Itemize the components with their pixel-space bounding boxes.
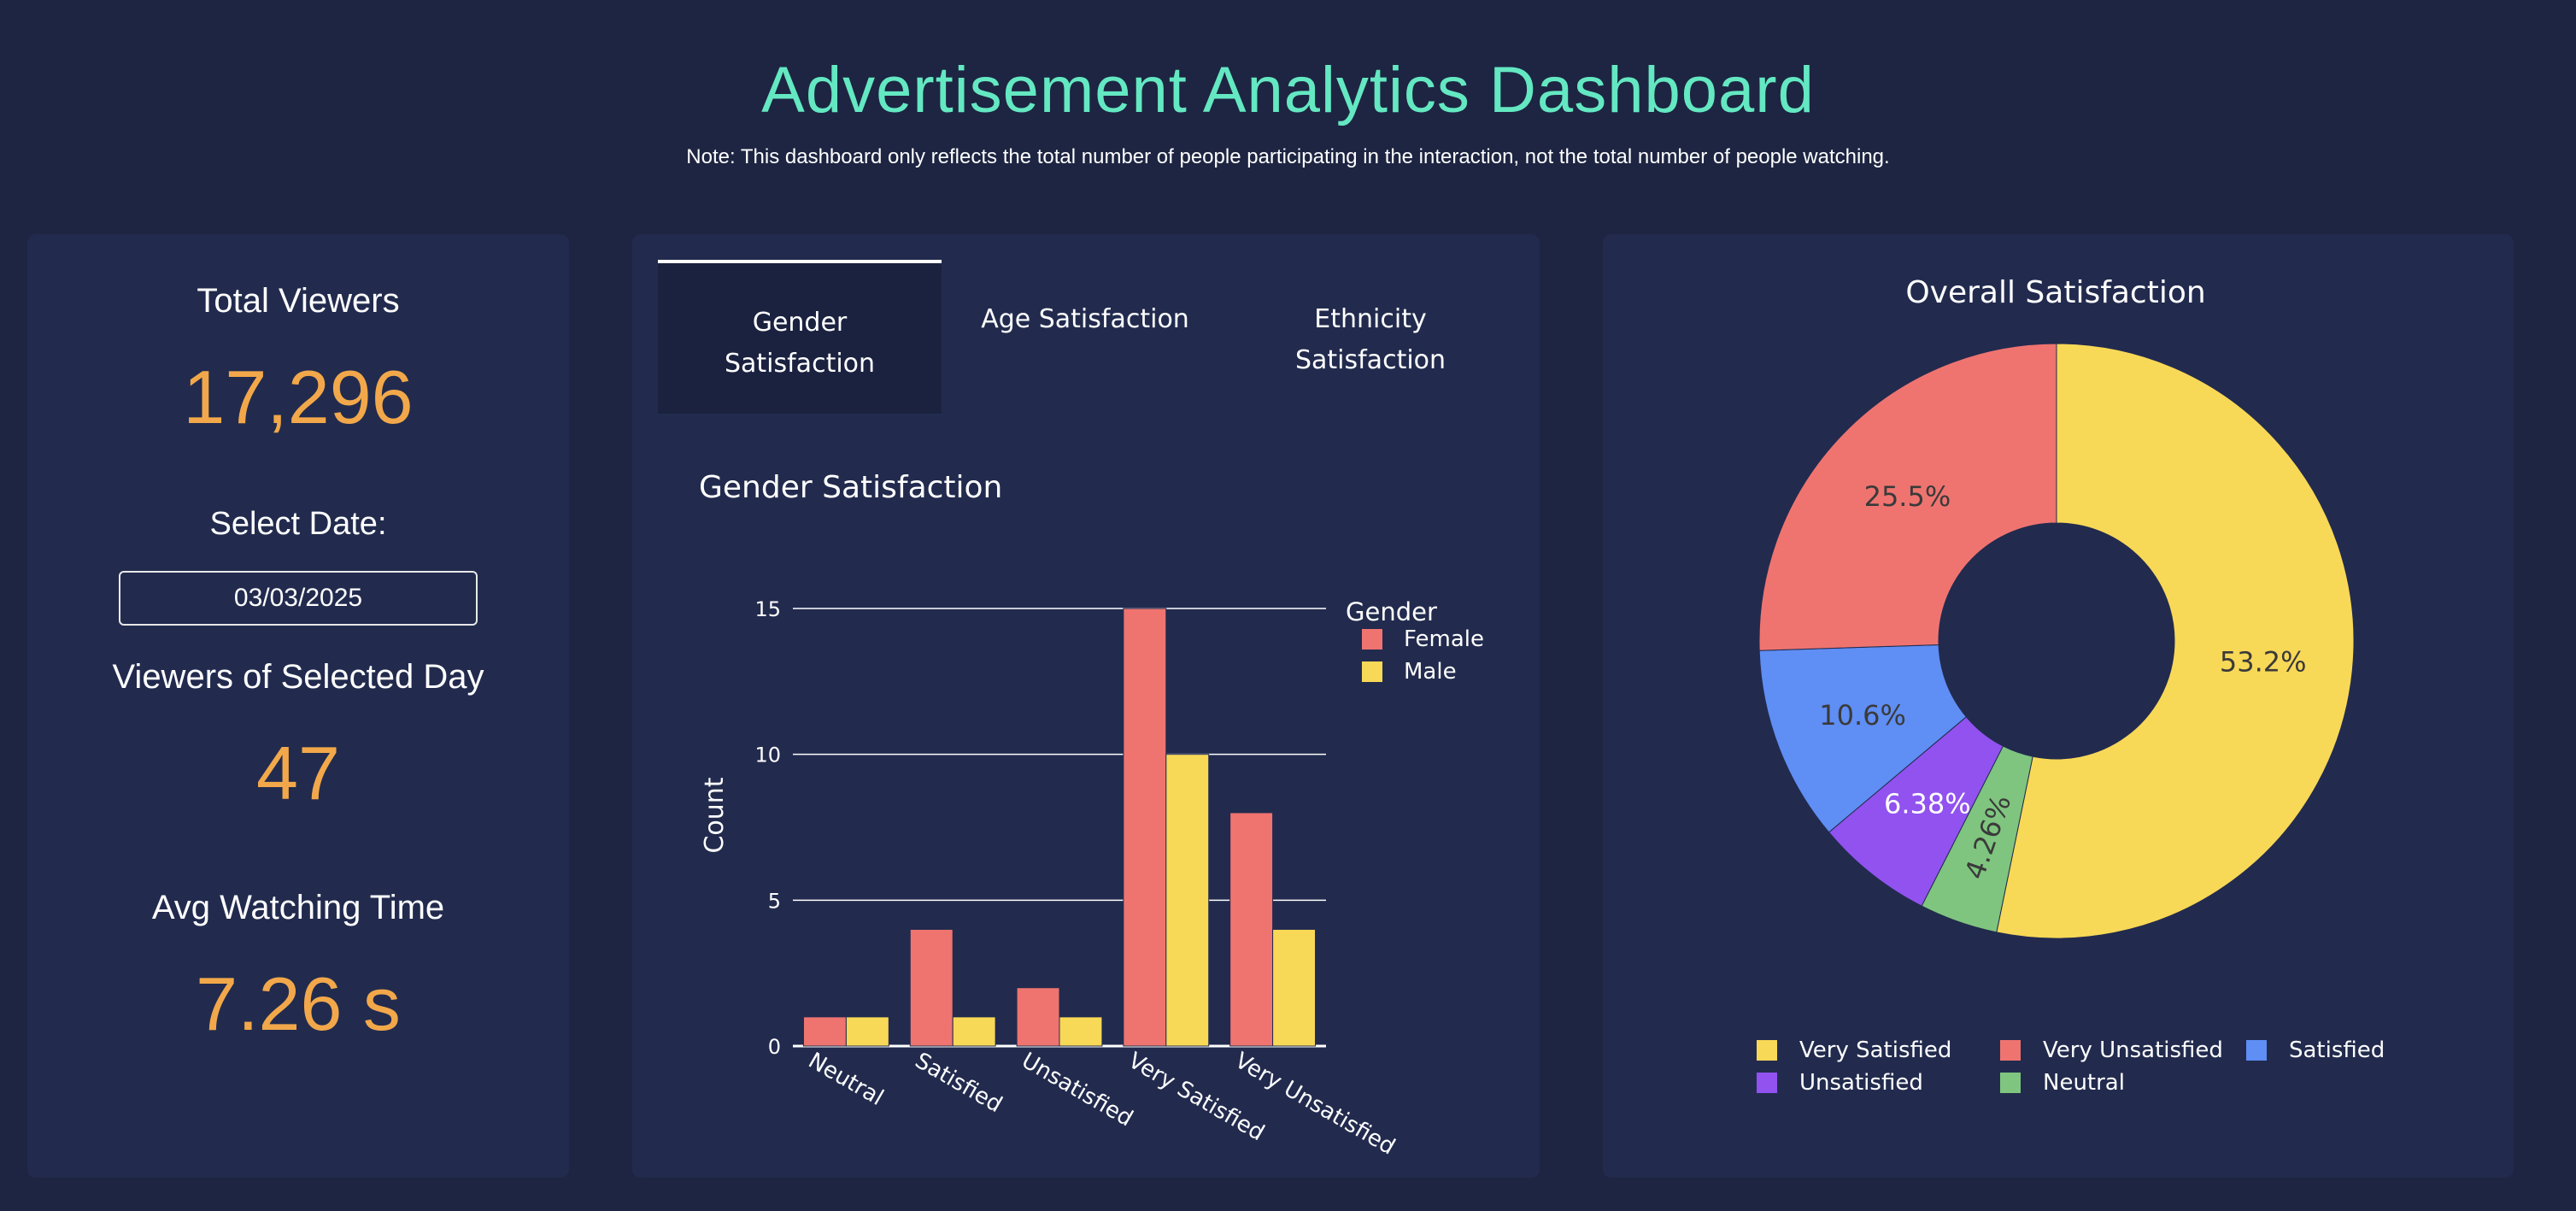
- legend-swatch-satisfied[interactable]: [2246, 1040, 2267, 1061]
- y-tick-label: 5: [768, 889, 781, 913]
- y-tick-label: 0: [768, 1035, 781, 1059]
- date-picker-input[interactable]: [119, 571, 478, 626]
- bar-chart-title: Gender Satisfaction: [699, 470, 1002, 505]
- day-viewers-value: 47: [256, 731, 340, 815]
- legend-label-very-satisfied: Very Satisfied: [1799, 1038, 1951, 1063]
- day-viewers-label: Viewers of Selected Day: [112, 658, 484, 696]
- legend-title: Gender: [1346, 597, 1437, 626]
- legend-swatch-male[interactable]: [1362, 661, 1382, 682]
- legend-label-satisfied: Satisfied: [2289, 1038, 2385, 1063]
- bar-female-satisfied[interactable]: [909, 928, 954, 1047]
- avg-watch-value: 7.26 s: [196, 961, 401, 1046]
- pie-slice-very-satisfied[interactable]: [1996, 343, 2355, 939]
- legend-label-female: Female: [1404, 626, 1484, 652]
- bar-female-neutral[interactable]: [802, 1016, 847, 1047]
- bar-female-very-unsatisfied[interactable]: [1229, 812, 1274, 1047]
- bar-male-neutral[interactable]: [845, 1016, 889, 1047]
- pie-label-satisfied: 10.6%: [1819, 699, 1906, 732]
- tab-gender-satisfaction[interactable]: Gender Satisfaction: [658, 260, 942, 414]
- overall-satisfaction-card: Overall Satisfaction 53.2% 4.26% 6.38% 10.6…: [1603, 234, 2514, 1178]
- pie-label-unsatisfied: 6.38%: [1884, 787, 1971, 820]
- x-tick-label: Unsatisfied: [1018, 1048, 1137, 1132]
- legend-swatch-very-satisfied[interactable]: [1757, 1040, 1777, 1061]
- y-tick-label: 15: [754, 597, 781, 621]
- satisfaction-tabs: Gender Satisfaction Age Satisfaction Eth…: [658, 260, 1512, 414]
- legend-label-neutral: Neutral: [2043, 1070, 2125, 1096]
- legend-swatch-female[interactable]: [1362, 629, 1382, 650]
- select-date-label: Select Date:: [209, 506, 387, 542]
- tab-ethnicity-satisfaction[interactable]: Ethnicity Satisfaction: [1294, 304, 1446, 375]
- tab-age-satisfaction[interactable]: Age Satisfaction: [981, 304, 1189, 334]
- avg-watch-label: Avg Watching Time: [151, 889, 445, 926]
- stats-card: Total Viewers 17,296 Select Date: Viewer…: [27, 234, 569, 1178]
- legend-swatch-very-unsatisfied[interactable]: [2000, 1040, 2021, 1061]
- legend-swatch-neutral[interactable]: [2000, 1073, 2021, 1093]
- bar-female-very-satisfied[interactable]: [1123, 608, 1167, 1047]
- overall-satisfaction-chart: Overall Satisfaction 53.2%4.26%6.38%10.6…: [1757, 275, 2385, 1096]
- legend-swatch-unsatisfied[interactable]: [1757, 1073, 1777, 1093]
- page-note: Note: This dashboard only reflects the t…: [686, 145, 1890, 168]
- bar-male-very-unsatisfied[interactable]: [1272, 928, 1317, 1047]
- y-tick-label: 10: [754, 744, 781, 767]
- x-tick-label: Neutral: [804, 1048, 888, 1111]
- y-axis-label: Count: [700, 777, 730, 853]
- legend-label-unsatisfied: Unsatisfied: [1799, 1070, 1923, 1096]
- pie-slice-satisfied[interactable]: [1758, 644, 1968, 833]
- bar-female-unsatisfied[interactable]: [1016, 987, 1060, 1047]
- total-viewers-label: Total Viewers: [197, 282, 400, 320]
- bar-male-satisfied[interactable]: [952, 1016, 996, 1047]
- x-tick-label: Satisfied: [911, 1048, 1006, 1118]
- page-title: Advertisement Analytics Dashboard: [761, 54, 1815, 126]
- bar-male-very-satisfied[interactable]: [1165, 754, 1210, 1047]
- bar-male-unsatisfied[interactable]: [1059, 1016, 1103, 1047]
- gender-satisfaction-chart: Gender Satisfaction Neutral Satisfied Unsa…: [699, 470, 1484, 1161]
- pie-slice-very-unsatisfied[interactable]: [1758, 343, 2057, 651]
- pie-label-very-satisfied: 53.2%: [2220, 646, 2307, 679]
- pie-label-very-unsatisfied: 25.5%: [1864, 480, 1951, 513]
- satisfaction-tabs-card: Gender Satisfaction Age Satisfaction Eth…: [632, 234, 1540, 1178]
- legend-label-male: Male: [1404, 659, 1457, 685]
- total-viewers-value: 17,296: [183, 355, 414, 439]
- legend-label-very-unsatisfied: Very Unsatisfied: [2043, 1038, 2223, 1063]
- pie-chart-title: Overall Satisfaction: [1905, 275, 2205, 310]
